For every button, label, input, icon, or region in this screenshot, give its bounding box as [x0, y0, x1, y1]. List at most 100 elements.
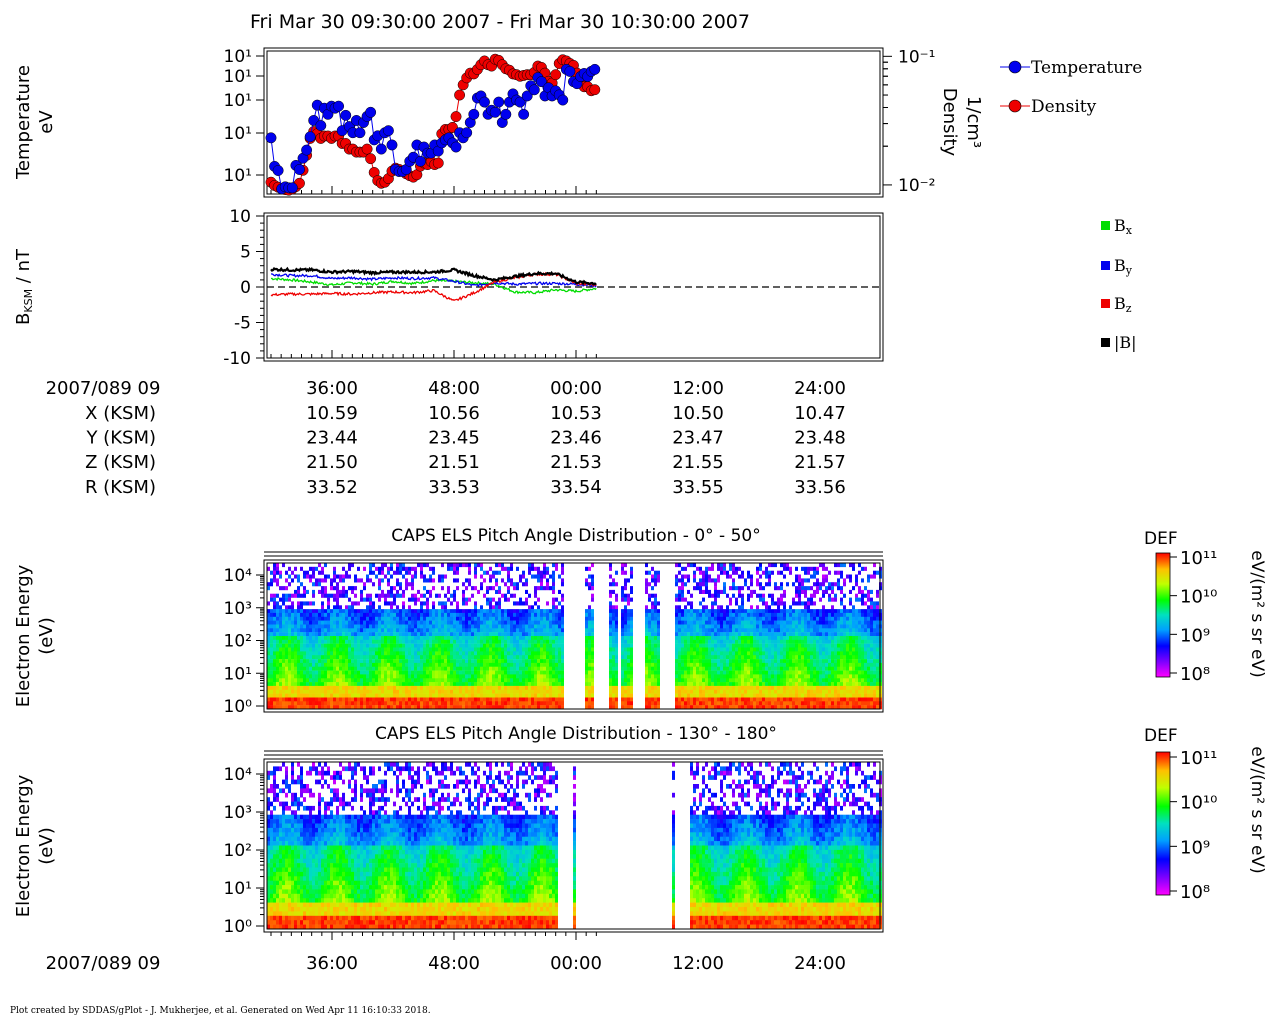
colorbar-130-180-unit: eV/(m² s sr eV) [1247, 746, 1267, 873]
density-series [265, 53, 601, 196]
ephemeris-value: 10.56 [428, 403, 480, 424]
field-legend-swatch [1101, 338, 1110, 347]
field-legend-swatch [1101, 261, 1110, 270]
spectrogram-0-50-yunit: (eV) [36, 617, 57, 654]
colorbar-tick-label: 10¹⁰ [1180, 793, 1217, 814]
temperature-point [375, 143, 387, 155]
temperature-point [528, 84, 540, 96]
field-line-by [270, 273, 597, 288]
colorbar-130-180-ticks: 10¹¹ 10¹⁰ 10⁹ 10⁸ [1170, 748, 1217, 903]
ephemeris-row-label: Y (KSM) [85, 428, 156, 449]
density-tick-label: 10⁻² [898, 176, 935, 196]
temperature-tick-label: 10¹ [224, 91, 252, 111]
legend-label-density: Density [1031, 97, 1097, 117]
field-line-bmag [270, 266, 597, 286]
footer-credit: Plot created by SDDAS/gPlot - J. Mukherj… [10, 1006, 431, 1016]
temperature-point [286, 182, 298, 194]
ephemeris-value: 23.47 [672, 428, 724, 449]
energy-tick-label: 10⁰ [224, 917, 253, 937]
panel1-x-ticks [270, 186, 597, 194]
density-axis-ticks: 10⁻¹ 10⁻² [883, 47, 935, 196]
legend-label-temperature: Temperature [1031, 58, 1142, 78]
ephemeris-value: 21.50 [306, 452, 358, 473]
colorbar-130-180: DEF 10¹¹ 10¹⁰ 10⁹ 10⁸ eV/(m² s sr eV) [1144, 726, 1267, 903]
temperature-point [272, 165, 284, 176]
ephemeris-time-label: 2007/089 09 [46, 378, 161, 399]
field-tick-label: 0 [240, 278, 251, 298]
colorbar-tick-label: 10⁹ [1180, 837, 1210, 858]
ephemeris-value: 21.57 [794, 452, 846, 473]
spectrogram-130-180-yunit: (eV) [36, 827, 57, 864]
colorbar-0-50-unit: eV/(m² s sr eV) [1247, 550, 1267, 677]
temperature-point [365, 106, 377, 118]
energy-tick-label: 10¹ [224, 879, 252, 899]
density-point [432, 157, 444, 169]
panel2-x-ticks [270, 350, 597, 358]
ephemeris-value: 10.47 [794, 403, 846, 424]
ephemeris-tick-label: 36:00 [306, 378, 358, 399]
density-point [589, 84, 601, 96]
temperature-axis-label: Temperature [13, 65, 34, 180]
ephemeris-value: 10.53 [550, 403, 602, 424]
ephemeris-value: 23.48 [794, 428, 846, 449]
temperature-point [450, 141, 462, 153]
field-line-bx [270, 276, 597, 295]
density-point [454, 89, 466, 101]
temperature-point [304, 131, 316, 143]
colorbar-tick-label: 10¹⁰ [1180, 587, 1217, 608]
ephemeris-value: 10.50 [672, 403, 724, 424]
temperature-point [589, 63, 601, 75]
ephemeris-value: 33.53 [428, 477, 480, 498]
temperature-point [294, 164, 305, 175]
temperature-point [415, 155, 426, 167]
field-legend-label: Bz [1114, 294, 1132, 315]
ephemeris-value: 23.44 [306, 428, 358, 449]
ephemeris-row-label: Z (KSM) [85, 452, 156, 473]
temperature-series [265, 63, 601, 195]
density-point [550, 69, 562, 81]
colorbar-tick-label: 10⁸ [1180, 664, 1210, 685]
temperature-point [386, 139, 398, 151]
colorbar-tick-label: 10⁸ [1180, 882, 1210, 903]
colorbar-0-50: DEF 10¹¹ 10¹⁰ 10⁹ 10⁸ eV/(m² s sr eV) [1144, 529, 1267, 685]
temperature-point [301, 144, 313, 156]
energy-tick-label: 10¹ [224, 664, 252, 684]
field-series [270, 266, 597, 302]
spectrogram-0-50-image [267, 563, 882, 710]
bottom-time-label: 2007/089 09 [46, 953, 161, 974]
spectrogram-130-180-title: CAPS ELS Pitch Angle Distribution - 130°… [375, 724, 777, 744]
colorbar-0-50-ticks: 10¹¹ 10¹⁰ 10⁹ 10⁸ [1170, 548, 1217, 685]
ephemeris-tick-label: 24:00 [794, 378, 846, 399]
field-axis-ticks: -10 -5 0 5 10 [223, 207, 264, 369]
energy-tick-label: 10² [224, 632, 252, 652]
temperature-point [535, 76, 547, 88]
colorbar-0-50-title: DEF [1144, 529, 1178, 549]
ephemeris-value: 33.54 [550, 477, 602, 498]
spectrogram-130-180-x-ticks: 36:00 48:00 00:00 12:00 24:00 [270, 932, 846, 974]
ephemeris-value: 21.55 [672, 452, 724, 473]
bottom-tick-label: 12:00 [672, 953, 724, 974]
temperature-tick-label: 10¹ [224, 124, 252, 144]
spectrogram-130-180: CAPS ELS Pitch Angle Distribution - 130°… [13, 724, 884, 974]
temperature-point [315, 120, 327, 132]
field-legend: Bx By Bz |B| [1101, 216, 1137, 352]
temperature-point [354, 127, 366, 139]
page-title: Fri Mar 30 09:30:00 2007 - Fri Mar 30 10… [250, 11, 750, 33]
temperature-point [333, 100, 345, 112]
bottom-tick-label: 36:00 [306, 953, 358, 974]
bottom-tick-label: 48:00 [428, 953, 480, 974]
temperature-tick-label: 10¹ [224, 166, 252, 186]
temperature-point [500, 108, 512, 120]
ephemeris-tick-label: 48:00 [428, 378, 480, 399]
energy-tick-label: 10² [224, 841, 252, 861]
spectrogram-130-180-y-ticks: 10⁴ 10³ 10² 10¹ 10⁰ [224, 765, 264, 937]
field-legend-swatch [1101, 221, 1110, 230]
temperature-point [382, 125, 394, 137]
field-legend-label: |B| [1114, 333, 1137, 352]
temperature-point [468, 108, 480, 120]
field-tick-label: -5 [234, 314, 251, 334]
magnetic-field-panel: -10 -5 0 5 10 BKSM / nT [13, 207, 884, 369]
spectrogram-0-50-y-ticks: 10⁴ 10³ 10² 10¹ 10⁰ [224, 566, 264, 717]
